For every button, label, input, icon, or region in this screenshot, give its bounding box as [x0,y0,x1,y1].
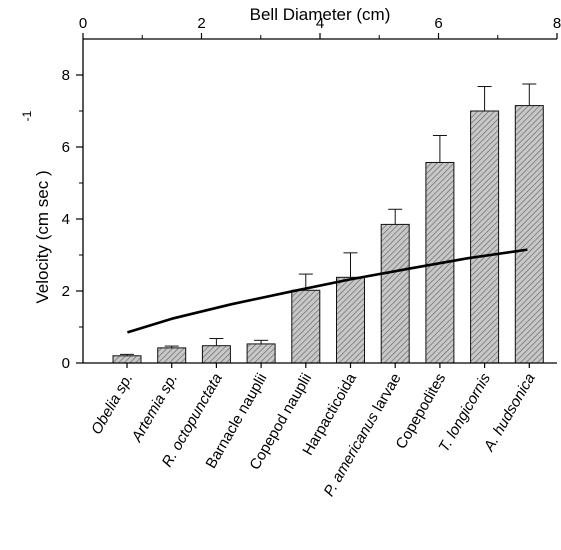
top-tick-label: 8 [553,15,561,32]
curve-layer [127,248,528,334]
bar [157,347,187,364]
top-tick-label: 4 [316,15,324,32]
bar [201,345,231,364]
bar [514,105,544,364]
y-tick-label: 8 [62,67,70,84]
y-axis-label: Velocity (cm sec ) [33,170,52,303]
bar [470,110,500,364]
bars-layer [112,105,544,364]
bar [336,276,365,364]
bar [246,343,276,364]
y-axis-label-superscript: -1 [20,110,34,121]
x-category-label-plain-part: larvae [370,371,405,415]
axes-layer [76,33,558,368]
top-tick-label: 0 [79,15,87,32]
bell-diameter-curve [127,248,528,334]
top-tick-label: 6 [434,15,442,32]
top-tick-label: 2 [197,15,205,32]
bar [291,289,321,364]
top-axis-label: Bell Diameter (cm) [250,5,391,24]
bar [380,223,410,364]
y-tick-label: 4 [62,211,70,228]
x-category-label: Obelia sp. [88,371,136,438]
y-tick-label: 6 [62,139,70,156]
y-tick-label: 2 [62,283,70,300]
y-tick-label: 0 [62,355,70,372]
bar [112,355,142,364]
